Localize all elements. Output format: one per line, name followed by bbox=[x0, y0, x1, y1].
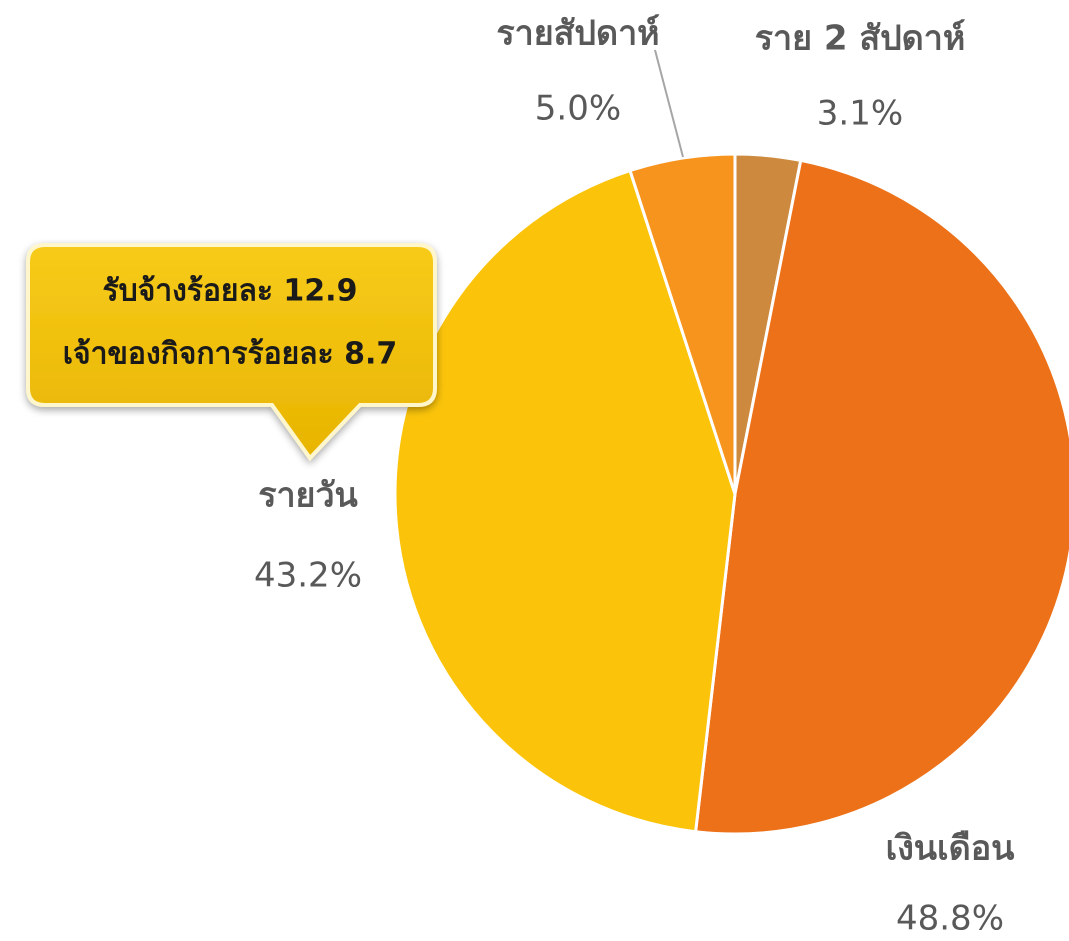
value-label: 48.8% bbox=[896, 899, 1004, 939]
callout: รับจ้างร้อยละ 12.9 เจ้าของกิจการร้อยละ 8… bbox=[26, 243, 437, 462]
slice bbox=[693, 158, 1069, 836]
annotation: รับจ้างร้อยละ 12.9 bbox=[103, 274, 358, 309]
callout-box bbox=[26, 243, 437, 462]
leader-line bbox=[654, 49, 684, 158]
category-label: เงินเดือน bbox=[886, 829, 1015, 869]
category-label: รายสัปดาห์ bbox=[496, 14, 659, 54]
pie bbox=[393, 152, 1069, 836]
annotation: เจ้าของกิจการร้อยละ 8.7 bbox=[63, 337, 398, 372]
slice bbox=[393, 168, 737, 834]
category-label: ราย 2 สัปดาห์ bbox=[755, 19, 966, 59]
value-label: 3.1% bbox=[817, 94, 903, 134]
slice bbox=[628, 152, 737, 495]
value-label: 5.0% bbox=[535, 89, 621, 129]
category-label: รายวัน bbox=[258, 476, 358, 516]
value-label: 43.2% bbox=[254, 556, 362, 596]
